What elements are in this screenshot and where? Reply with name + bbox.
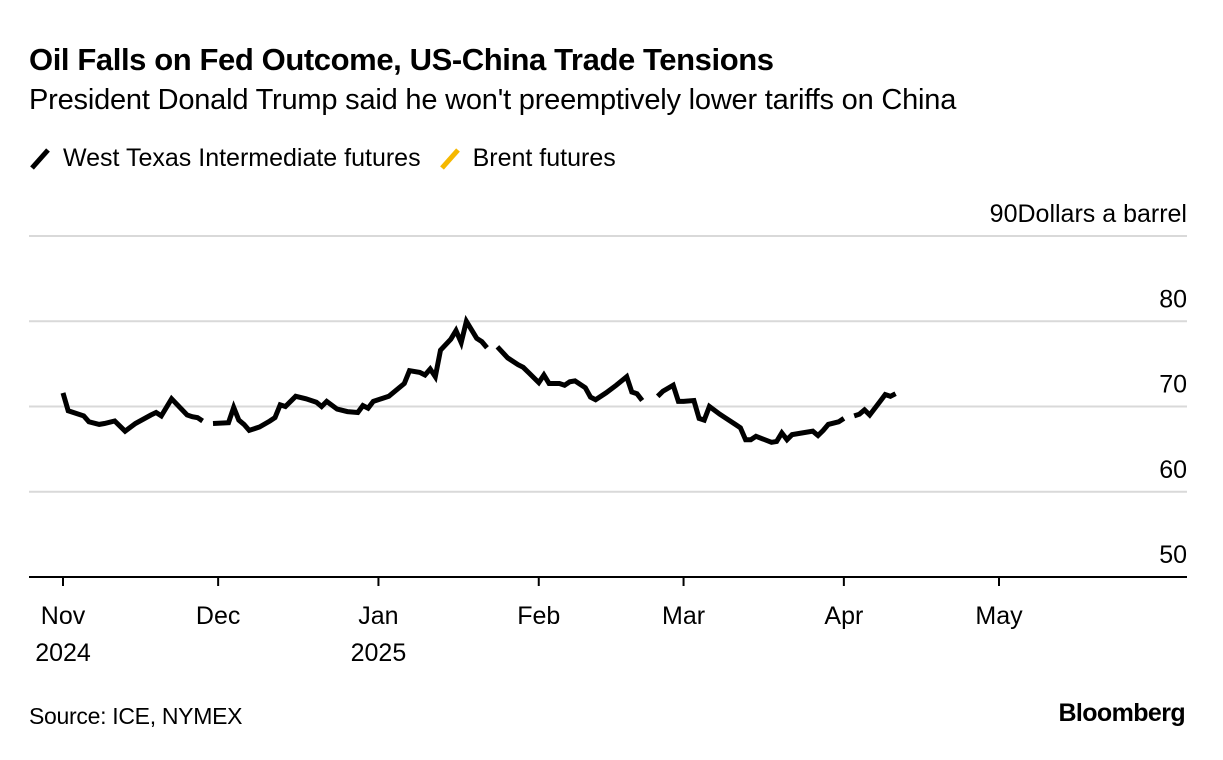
legend-item-brent[interactable]: Brent futures (439, 144, 616, 173)
brent-swatch-icon (439, 147, 460, 170)
y-tick-label-50: 50 (1159, 541, 1187, 569)
legend: West Texas Intermediate futures Brent fu… (29, 144, 634, 173)
legend-label-wti: West Texas Intermediate futures (63, 144, 421, 172)
x-tick-year-label: 2025 (351, 639, 407, 667)
x-axis: Nov 2024 Dec Jan 2025 Feb Mar Apr May (29, 576, 1187, 667)
x-tick-label: May (975, 602, 1023, 630)
gridlines (29, 235, 1187, 493)
y-tick-label-80: 80 (1159, 285, 1187, 313)
series-lines (60, 314, 897, 445)
series-wti (60, 314, 897, 445)
x-tick-label: Feb (517, 602, 560, 630)
wti-line-segment (60, 392, 204, 435)
wti-line-segment (853, 391, 897, 419)
wti-swatch-icon (30, 147, 50, 170)
x-tick-label: Dec (196, 602, 240, 630)
x-tick-label: Jan (358, 602, 398, 630)
wti-line-segment (495, 345, 645, 403)
y-tick-label-90: 90 (990, 200, 1018, 228)
x-tick-label: Mar (662, 602, 705, 630)
source-note: Source: ICE, NYMEX (29, 703, 243, 729)
wti-line-segment (212, 314, 489, 434)
y-tick-label-60: 60 (1159, 456, 1187, 484)
x-tick-label: Apr (824, 602, 863, 630)
chart-title: Oil Falls on Fed Outcome, US-China Trade… (29, 42, 774, 77)
legend-label-brent: Brent futures (472, 144, 616, 172)
x-tick-year-label: 2024 (35, 639, 91, 667)
y-unit-label: Dollars a barrel (1017, 200, 1187, 228)
x-tick-label: Nov (41, 602, 86, 630)
chart-subtitle: President Donald Trump said he won't pre… (29, 84, 957, 116)
legend-item-wti[interactable]: West Texas Intermediate futures (29, 144, 421, 173)
wti-line-segment (655, 381, 846, 445)
bloomberg-logo: Bloomberg (1058, 699, 1185, 727)
y-axis-labels: 50 60 70 80 90 Dollars a barrel (990, 200, 1187, 569)
y-tick-label-70: 70 (1159, 371, 1187, 399)
